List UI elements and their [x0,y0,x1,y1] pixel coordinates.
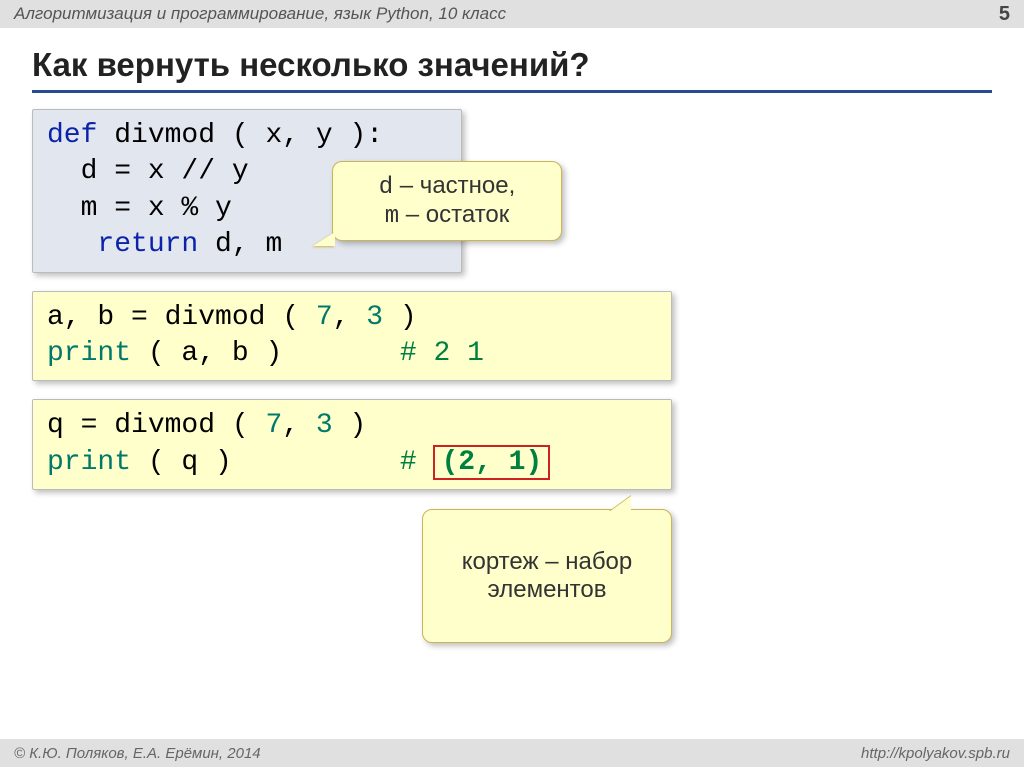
code-text: ( q ) [131,447,400,478]
footer-url: http://kpolyakov.spb.ru [861,745,1010,762]
page-title: Как вернуть несколько значений? [32,46,992,93]
kw-def: def [47,120,97,151]
code-indent [47,229,97,260]
code-text: d = x // y [47,156,249,187]
callout-line: m – остаток [351,201,543,230]
code-text: , [333,302,367,333]
callout-tail-icon [313,232,335,246]
code-text: q = divmod ( [47,410,265,441]
page-number: 5 [999,3,1010,26]
breadcrumb: Алгоритмизация и программирование, язык … [14,4,506,24]
callout-tuple: кортеж – набор элементов [422,509,672,643]
code-text: d, m [198,229,282,260]
footer-copyright: © К.Ю. Поляков, Е.А. Ерёмин, 2014 [14,745,261,762]
callout-line: d – частное, [351,172,543,201]
num: 3 [366,302,383,333]
code-text: , [282,410,316,441]
boxed-tuple-result: (2, 1) [433,445,550,480]
code-text: a, b = divmod ( [47,302,316,333]
num: 7 [265,410,282,441]
callout-var-d: d [379,174,393,201]
content-area: def divmod ( x, y ): d = x // y m = x % … [32,109,992,490]
callout-var-m: m [385,203,399,230]
code-text: m = x % y [47,193,232,224]
callout-text: – остаток [399,201,509,228]
header-bar: Алгоритмизация и программирование, язык … [0,0,1024,28]
callout-tail-icon [609,496,631,512]
comment: # 2 1 [400,338,484,369]
code-text: ) [333,410,367,441]
callout-text: – частное, [393,172,515,199]
comment-hash: # [400,447,434,478]
code-block-call-ab: a, b = divmod ( 7, 3 ) print ( a, b ) # … [32,291,672,382]
code-text: ( a, b ) [131,338,400,369]
code-text: divmod ( x, y ): [97,120,383,151]
num: 7 [316,302,333,333]
fn-print: print [47,338,131,369]
callout-quotient-remainder: d – частное, m – остаток [332,161,562,241]
footer-bar: © К.Ю. Поляков, Е.А. Ерёмин, 2014 http:/… [0,739,1024,767]
fn-print: print [47,447,131,478]
code-block-call-q: q = divmod ( 7, 3 ) print ( q ) # (2, 1) [32,399,672,490]
num: 3 [316,410,333,441]
kw-return: return [97,229,198,260]
code-text: ) [383,302,417,333]
callout-text: кортеж – набор элементов [462,548,633,603]
